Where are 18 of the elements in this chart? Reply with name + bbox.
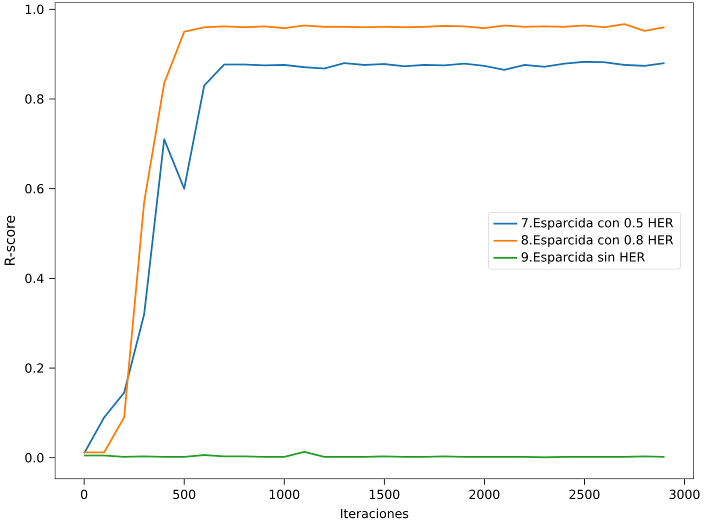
x-axis-title: Iteraciones: [340, 508, 408, 518]
x-tick-label: 500: [173, 490, 196, 500]
x-tick-label: 0: [80, 490, 88, 500]
legend-label: 8.Esparcida con 0.8 HER: [522, 234, 674, 248]
legend-label: 9.Esparcida sin HER: [522, 252, 645, 264]
x-tick-label: 1500: [370, 490, 400, 500]
legend-label: 7.Esparcida con 0.5 HER: [522, 218, 674, 230]
y-tick-label: 1.0: [26, 4, 44, 14]
x-tick-label: 3000: [670, 490, 700, 500]
y-axis-title: R-score: [4, 216, 15, 266]
y-tick-label: 0.4: [25, 274, 44, 284]
y-tick-label: 0.6: [25, 184, 44, 194]
y-tick-label: 0.8: [25, 94, 44, 104]
x-tick-label: 1000: [270, 490, 300, 500]
x-tick-label: 2500: [569, 490, 600, 500]
y-tick-label: 0.0: [25, 453, 44, 463]
x-tick-label: 2000: [469, 490, 500, 500]
y-tick-label: 0.2: [25, 363, 44, 373]
